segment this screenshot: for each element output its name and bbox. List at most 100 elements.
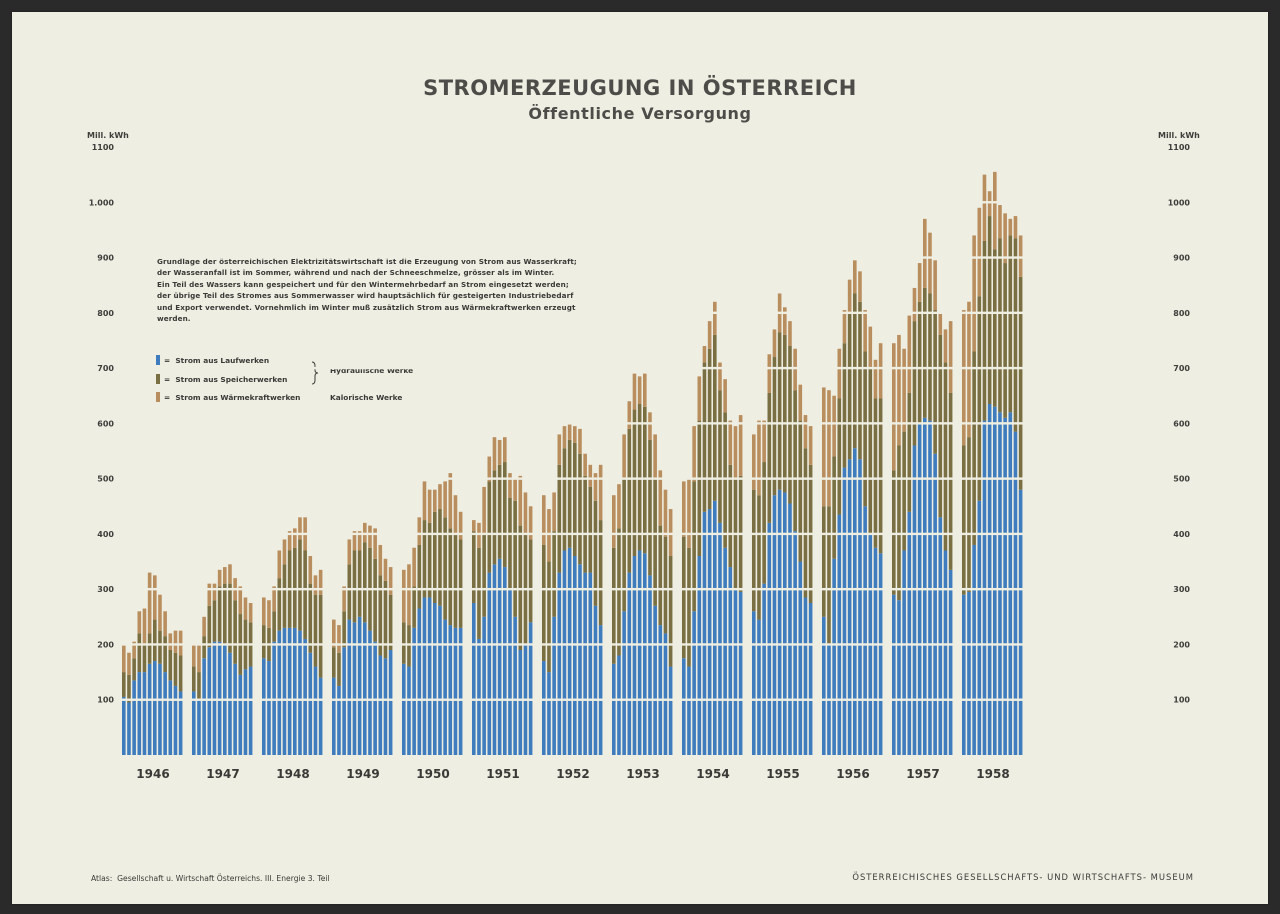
bar-segment — [598, 520, 603, 626]
legend-symbol: = — [164, 393, 171, 402]
y-tick-label-right: 1000 — [1168, 198, 1191, 207]
bar-segment — [308, 583, 313, 653]
bar-segment — [1008, 218, 1013, 236]
bar-segment — [153, 619, 157, 662]
bar-segment — [892, 594, 896, 755]
bar-segment — [443, 619, 447, 755]
bar-segment — [1018, 276, 1023, 490]
bar-segment — [993, 171, 997, 250]
bar-segment — [337, 685, 341, 755]
bar-segment — [207, 605, 212, 648]
y-tick-label-left: 300 — [97, 585, 114, 594]
bar-segment — [718, 390, 722, 523]
bar-segment — [868, 368, 873, 534]
bar-segment — [448, 625, 453, 755]
bar-segment — [557, 464, 562, 573]
bar-segment — [477, 547, 481, 639]
bar-segment — [458, 539, 463, 628]
grid-line — [120, 366, 1026, 370]
bar-segment — [313, 594, 318, 667]
bar-segment — [298, 539, 302, 631]
bar-segment — [352, 622, 357, 755]
bar-segment — [497, 439, 502, 465]
bar-segment — [892, 343, 896, 471]
bar-segment — [178, 691, 183, 755]
bar-segment — [842, 310, 847, 344]
bar-segment — [917, 263, 922, 302]
bar-segment — [373, 641, 377, 755]
bar-segment — [902, 431, 906, 551]
bar-segment — [648, 412, 652, 440]
bar-segment — [637, 404, 642, 551]
y-tick-label-right: 400 — [1173, 530, 1190, 539]
bar-segment — [1018, 235, 1023, 277]
y-tick-label-left: 500 — [97, 475, 114, 484]
bar-segment — [928, 232, 932, 294]
bar-segment — [793, 348, 797, 391]
bar-segment — [682, 536, 686, 659]
bar-segment — [578, 564, 582, 755]
bar-segment — [487, 456, 492, 482]
bar-segment — [388, 567, 393, 595]
bar-segment — [142, 672, 147, 755]
bar-segment — [858, 301, 862, 460]
bar-segment — [803, 597, 808, 755]
bar-segment — [1013, 238, 1018, 432]
x-tick-label: 1955 — [766, 767, 799, 781]
bar-segment — [653, 605, 657, 755]
bar-segment — [733, 426, 738, 479]
bar-segment — [858, 271, 862, 302]
bar-segment — [912, 445, 917, 755]
bar-segment — [448, 473, 453, 529]
bar-segment — [788, 321, 792, 346]
bar-segment — [477, 522, 481, 548]
bar-segment — [822, 616, 826, 755]
bar-segment — [337, 652, 341, 686]
bar-segment — [192, 644, 196, 667]
bar-segment — [342, 647, 346, 755]
y-tick-label-left: 700 — [97, 364, 114, 373]
y-tick-label-left: 200 — [97, 641, 114, 650]
y-tick-label-right: 300 — [1173, 585, 1190, 594]
bar-segment — [803, 448, 808, 598]
footer-atlas-label: Atlas: — [91, 874, 113, 883]
y-tick-label-right: 1100 — [1168, 143, 1191, 152]
intro-line: werden. — [157, 314, 191, 324]
y-tick-label-right: 200 — [1173, 641, 1190, 650]
bar-segment — [793, 531, 797, 755]
bar-segment — [518, 649, 523, 755]
bar-segment — [798, 561, 803, 755]
bar-segment — [202, 658, 206, 755]
bar-segment — [523, 492, 528, 534]
bar-segment — [427, 489, 432, 523]
bar-segment — [573, 426, 577, 443]
bar-segment — [643, 553, 647, 755]
bar-segment — [897, 334, 901, 446]
bar-segment — [707, 348, 712, 510]
bar-segment — [767, 392, 772, 523]
bar-segment — [158, 594, 162, 631]
bar-segment — [612, 547, 616, 664]
bar-segment — [668, 509, 673, 557]
bar-segment — [492, 470, 497, 565]
bar-segment — [982, 174, 987, 241]
bar-segment — [262, 625, 266, 659]
legend-label: Strom aus Wärmekraftwerken — [175, 393, 301, 402]
bar-segment — [378, 544, 383, 576]
bar-segment — [668, 556, 673, 667]
bar-segment — [287, 627, 292, 755]
bar-segment — [612, 495, 616, 548]
x-tick-label: 1947 — [206, 767, 239, 781]
bar-segment — [858, 459, 862, 755]
bar-segment — [767, 354, 772, 393]
intro-line: der Wasseranfall ist im Sommer, während … — [157, 268, 555, 278]
bar-segment — [487, 481, 492, 573]
bar-segment — [598, 625, 603, 755]
bar-segment — [723, 412, 727, 548]
bar-segment — [617, 655, 621, 755]
bar-segment — [238, 674, 243, 755]
bar-segment — [352, 550, 357, 623]
bar-segment — [477, 638, 481, 755]
footer-atlas-text: Gesellschaft u. Wirtschaft Österreichs. … — [117, 874, 330, 883]
bar-segment — [518, 475, 523, 526]
